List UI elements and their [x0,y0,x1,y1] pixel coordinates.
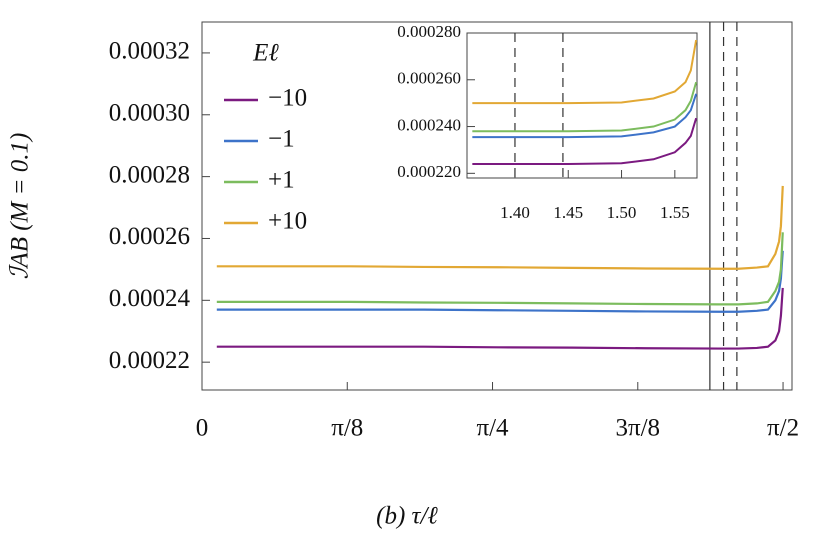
legend-title: Eℓ [252,40,279,67]
y-tick-label: 0.00022 [109,347,190,374]
legend-label: +10 [268,208,307,235]
legend-label: +1 [268,167,295,194]
series-line [472,39,698,105]
x-tick-label: 1.40 [500,203,530,222]
x-tick-label: 0 [196,415,209,442]
y-tick-label: 0.000260 [397,69,461,88]
y-tick-label: 0.000280 [397,22,461,41]
series-line [472,93,698,139]
x-tick-label: 1.50 [607,203,637,222]
series-line [216,185,784,270]
series-line [472,117,698,165]
x-tick-label: π/2 [767,415,799,442]
series-line [216,250,784,313]
y-tick-label: 0.00032 [109,38,190,65]
y-tick-label: 0.00028 [109,161,190,188]
legend-label: −10 [268,85,307,112]
x-tick-label: 1.45 [553,203,583,222]
y-tick-label: 0.000220 [397,162,461,181]
y-tick-label: 0.00030 [109,100,190,127]
y-tick-label: 0.000240 [397,115,461,134]
y-tick-label: 0.00024 [109,285,191,312]
x-tick-label: π/4 [476,415,509,442]
x-axis-label: (b) τ/ℓ [376,503,438,530]
x-tick-label: 3π/8 [615,415,660,442]
legend-label: −1 [268,126,295,153]
series-line [216,232,784,306]
x-tick-label: π/8 [331,415,363,442]
y-axis-label: ℐAB (M = 0.1) [7,133,34,280]
y-tick-label: 0.00026 [109,223,190,250]
plot-frame [466,32,698,179]
x-tick-label: 1.55 [660,203,690,222]
series-line [472,81,698,133]
series-line [216,287,784,350]
